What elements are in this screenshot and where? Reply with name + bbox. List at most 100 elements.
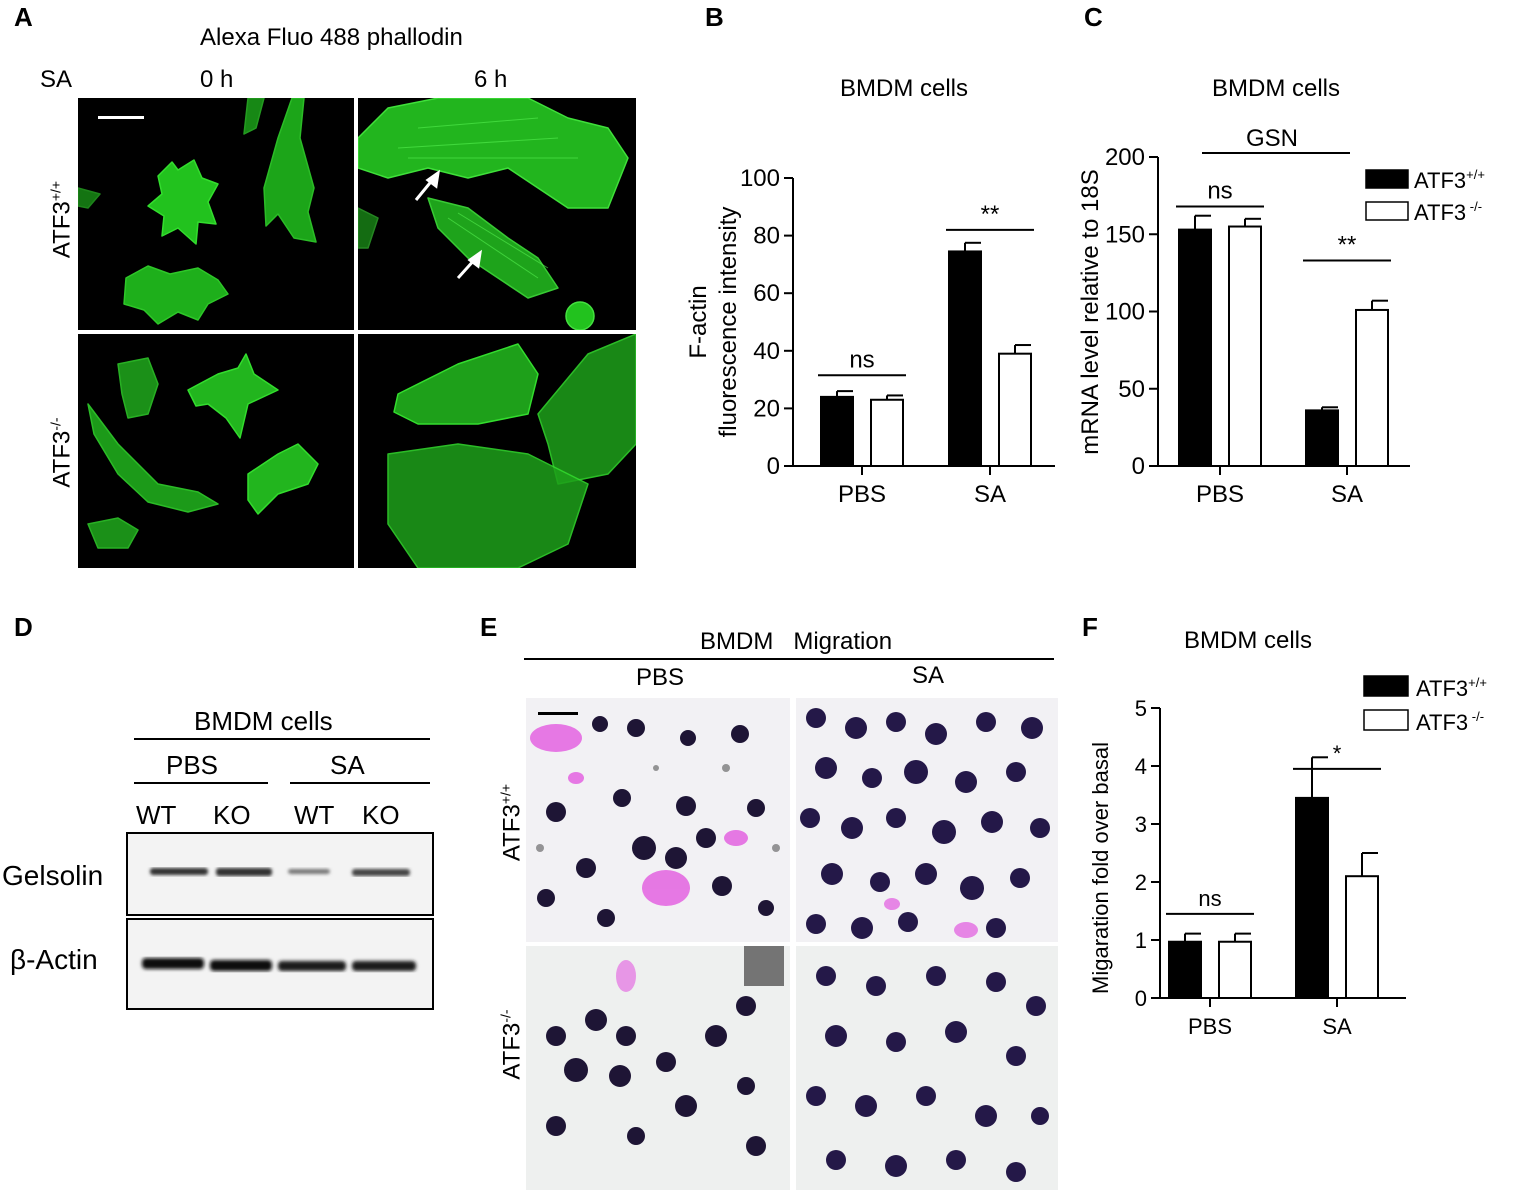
chart-b-title: BMDM cells [840,75,968,102]
y-tick-label: 50 [1118,376,1145,403]
x-tick-label: SA [1322,1014,1352,1039]
panel-d-lane-2: KO [213,800,251,830]
legend-swatch-ko [1365,201,1409,221]
y-tick-label: 150 [1105,221,1145,248]
panel-a-col-label-6h: 6 h [474,66,508,93]
chart-b: BMDM cells F-actin fluorescence intensit… [685,75,1055,508]
bar [1305,409,1339,468]
chart-c-title: BMDM cells [1212,75,1340,102]
x-tick-label: SA [974,481,1006,508]
panel-e-row-label-wt: ATF3+/+ [497,783,526,862]
panel-d-lane-3: WT [294,800,335,830]
bar [998,352,1032,467]
y-tick-label: 200 [1105,144,1145,171]
panel-d-sa-line [290,782,430,784]
legend-swatch-wt [1363,675,1409,697]
panel-e-col-sa: SA [912,662,945,689]
bar [870,398,904,468]
panel-a-title: Alexa Fluo 488 phallodin [200,24,463,51]
y-tick-label: 3 [1135,812,1147,837]
bar [1218,940,1252,999]
legend-label-wt: ATF3+/+ [1414,167,1485,193]
y-tick-label: 1 [1135,928,1147,953]
legend-swatch-wt [1365,169,1409,189]
chart-b-ylabel-line2: fluorescence intensity [715,207,742,438]
y-tick-label: 100 [1105,299,1145,326]
x-tick-label: PBS [1188,1014,1232,1039]
panel-d-row-gelsolin: Gelsolin [2,860,104,891]
bar [1168,940,1202,999]
chart-c-ylabel: mRNA level relative to 18S [1077,169,1104,454]
panel-d-pbs-line [134,782,268,784]
significance-label: ns [849,346,874,373]
y-tick-label: 0 [767,453,780,480]
chart-b-plot: 0 20 40 60 80 100 PBS SA ns ** [740,165,1055,508]
panel-a-row-header: SA [40,66,73,93]
panel-a-row-label-wt: ATF3+/+ [47,180,76,259]
panel-d-lane-4: KO [362,800,400,830]
bar [1355,308,1389,467]
panel-d-title: BMDM cells [194,706,333,736]
panel-label-d: D [14,612,33,642]
bar [820,395,854,468]
chart-f: BMDM cells Migaration fold over basal 0 1… [1088,627,1487,1039]
legend-label-ko: ATF3 -/- [1416,709,1484,735]
chart-f-title: BMDM cells [1184,627,1312,654]
y-tick-label: 0 [1132,453,1145,480]
chart-c-gene-label: GSN [1246,125,1298,152]
chart-c-plot: 0 50 100 150 200 PBS SA ns ** [1105,144,1410,508]
legend-label-ko: ATF3 -/- [1414,199,1482,225]
bar [1295,796,1329,999]
significance-label: ** [981,201,1000,228]
micrograph-wt-0h [78,98,354,330]
bar [1345,875,1379,1000]
y-tick-label: 40 [753,338,780,365]
significance-label: ns [1207,177,1232,204]
chart-c: BMDM cells GSN mRNA level relative to 18… [1077,75,1485,508]
chart-f-legend: ATF3+/+ ATF3 -/- [1363,675,1487,735]
x-tick-label: PBS [838,481,886,508]
blot-gelsolin [126,832,434,916]
panel-d-row-actin: β-Actin [10,944,98,975]
panel-label-a: A [14,2,33,32]
migration-wt-pbs [526,698,790,942]
chart-b-ylabel-line1: F-actin [685,285,712,358]
panel-d-title-line [134,738,430,740]
panel-label-c: C [1084,2,1103,32]
legend-swatch-ko [1363,709,1409,731]
panel-a-col-label-0h: 0 h [200,66,234,93]
migration-ko-sa [796,946,1058,1190]
panel-d-group-sa: SA [330,750,365,780]
y-tick-label: 0 [1135,986,1147,1011]
blot-actin [126,918,434,1010]
significance-label: ** [1338,232,1357,259]
chart-c-legend: ATF3+/+ ATF3 -/- [1365,167,1485,225]
panel-e-col-pbs: PBS [636,664,685,691]
panel-label-f: F [1082,612,1098,642]
y-tick-label: 5 [1135,696,1147,721]
micrograph-wt-6h [358,98,636,330]
panel-d-group-pbs: PBS [166,750,219,780]
micrograph-ko-6h [358,334,636,568]
significance-label: * [1333,741,1342,766]
y-tick-label: 4 [1135,754,1147,779]
chart-f-plot: 0 1 2 3 4 5 PBS SA ns * [1135,696,1406,1039]
panel-d-lane-1: WT [136,800,177,830]
y-tick-label: 60 [753,280,780,307]
bar [1228,225,1262,467]
migration-wt-sa [796,698,1058,942]
legend-label-wt: ATF3+/+ [1416,675,1487,701]
panel-label-b: B [705,2,724,32]
panel-e-title-line [524,658,1054,660]
x-tick-label: SA [1331,481,1363,508]
panel-e-row-label-ko: ATF3-/- [497,1009,526,1080]
y-tick-label: 2 [1135,870,1147,895]
y-tick-label: 20 [753,395,780,422]
micrograph-ko-0h [78,334,354,568]
panel-a-row-label-ko: ATF3-/- [47,417,76,488]
bar [948,250,982,467]
bar [1178,228,1212,467]
panel-e-title: BMDM Migration [700,628,893,655]
migration-ko-pbs [526,946,790,1190]
